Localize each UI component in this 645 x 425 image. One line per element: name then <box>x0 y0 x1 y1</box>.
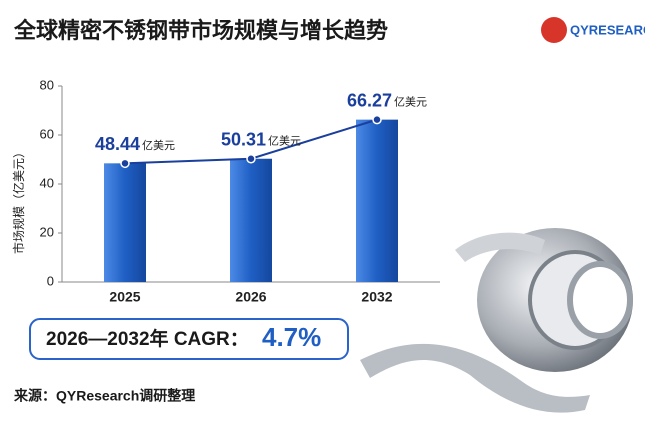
logo-text: QYRESEARCH <box>570 22 645 37</box>
x-tick-label: 2026 <box>235 289 266 305</box>
trend-point <box>246 153 256 164</box>
value-label: 66.27 <box>347 90 392 110</box>
y-tick-label: 60 <box>40 126 54 141</box>
cagr-value: 4.7% <box>262 322 321 352</box>
strip <box>360 343 590 413</box>
value-label: 48.44 <box>95 134 140 154</box>
y-tick-label: 0 <box>47 273 54 288</box>
bar <box>230 158 272 282</box>
x-tick-label: 2025 <box>109 289 140 305</box>
source: 来源：QYResearch调研整理 <box>13 388 195 404</box>
logo-icon <box>541 17 567 43</box>
bar <box>356 119 398 283</box>
y-tick-label: 40 <box>40 175 54 190</box>
cagr-frame <box>29 318 349 360</box>
steel-coil-illustration <box>360 228 633 413</box>
cagr-box: 2026—2032年 CAGR： 4.7% <box>29 318 349 360</box>
value-label: 50.31 <box>221 129 266 149</box>
trend-point <box>372 114 382 125</box>
bar <box>104 163 146 282</box>
strip <box>455 232 545 262</box>
value-label-unit: 亿美元 <box>394 96 427 109</box>
cagr-label: 2026—2032年 CAGR： <box>46 327 249 350</box>
value-label-unit: 亿美元 <box>268 135 301 148</box>
logo: QYRESEARCH <box>541 17 645 43</box>
y-axis-label: 市场规模（亿美元） <box>11 146 26 254</box>
x-tick-label: 2032 <box>361 289 392 305</box>
value-label-unit: 亿美元 <box>142 139 175 152</box>
trend-point <box>120 158 130 169</box>
coil-hole <box>567 261 633 339</box>
y-tick-label: 20 <box>40 224 54 239</box>
chart-title: 全球精密不锈钢带市场规模与增长趋势 <box>13 18 388 43</box>
y-tick-label: 80 <box>40 77 54 92</box>
